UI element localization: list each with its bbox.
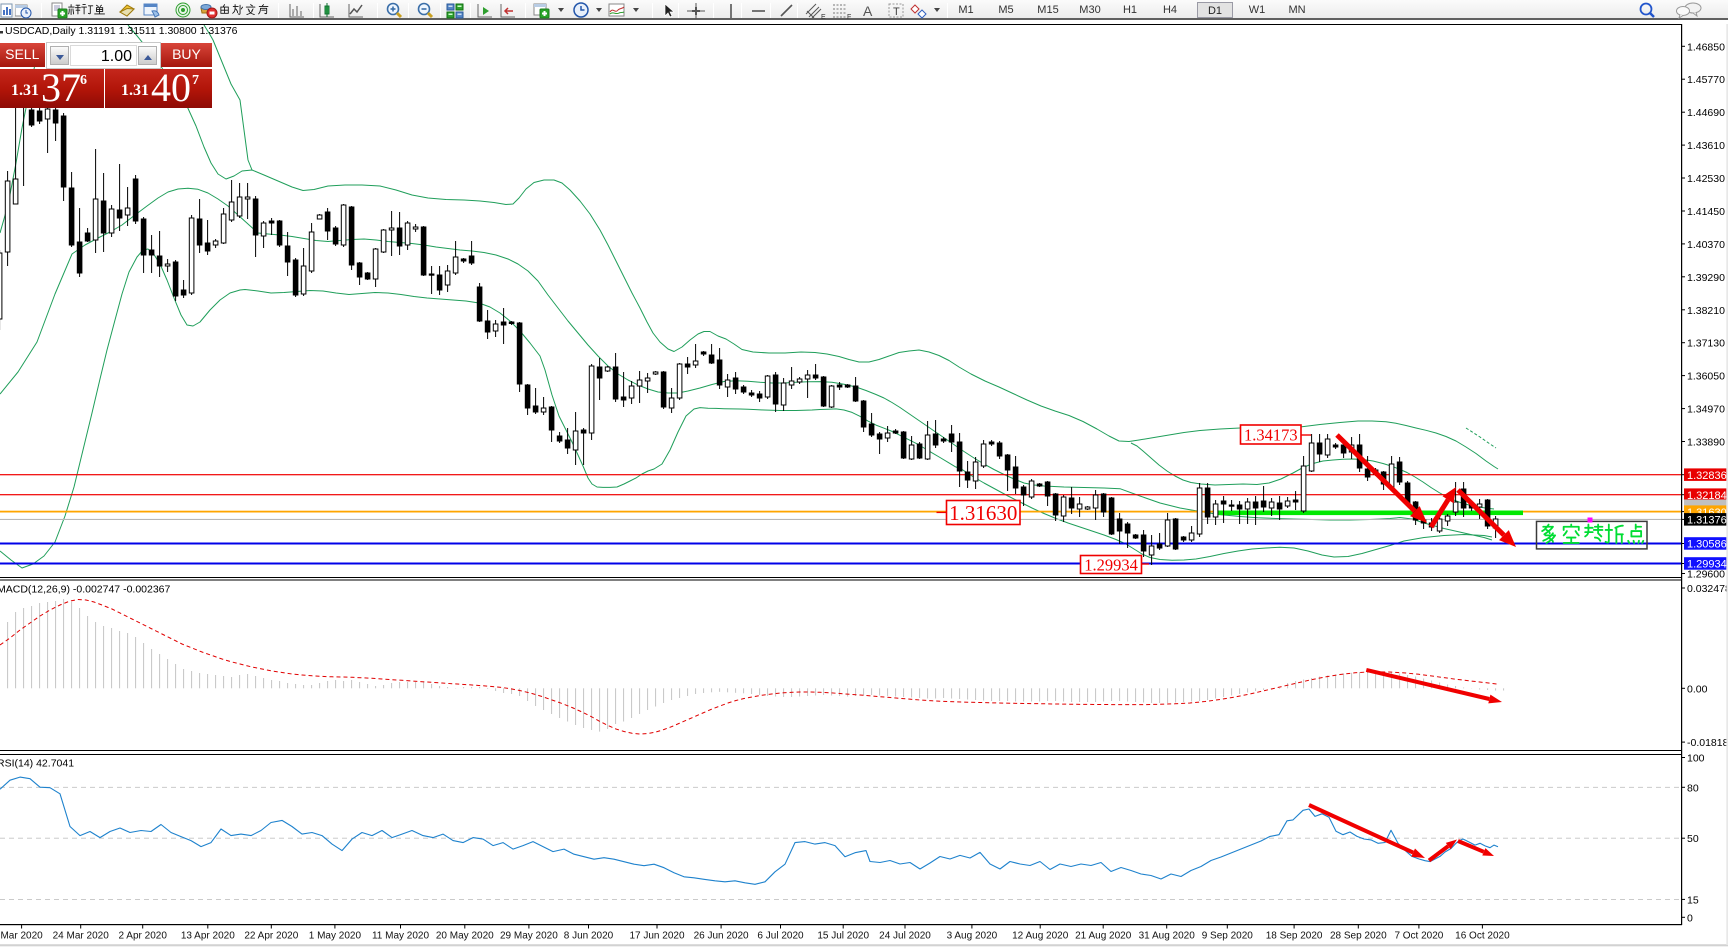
svg-text:1.29934: 1.29934 <box>1687 559 1727 571</box>
svg-text:18 Sep 2020: 18 Sep 2020 <box>1266 931 1323 942</box>
svg-text:9 Sep 2020: 9 Sep 2020 <box>1202 931 1254 942</box>
svg-text:16 Oct 2020: 16 Oct 2020 <box>1455 931 1510 942</box>
svg-text:2 Apr 2020: 2 Apr 2020 <box>119 931 168 942</box>
svg-text:0: 0 <box>1687 912 1693 924</box>
svg-text:1.30586: 1.30586 <box>1687 539 1727 551</box>
svg-text:1.31376: 1.31376 <box>1687 515 1727 527</box>
svg-text:28 Sep 2020: 28 Sep 2020 <box>1330 931 1387 942</box>
svg-text:1 May 2020: 1 May 2020 <box>309 931 362 942</box>
svg-text:1.45770: 1.45770 <box>1687 74 1725 86</box>
svg-text:80: 80 <box>1687 782 1699 794</box>
svg-text:26 Jun 2020: 26 Jun 2020 <box>694 931 749 942</box>
svg-text:13 Apr 2020: 13 Apr 2020 <box>181 931 235 942</box>
svg-text:1.40370: 1.40370 <box>1687 239 1725 251</box>
svg-text:100: 100 <box>1687 753 1705 765</box>
svg-text:1.46850: 1.46850 <box>1687 41 1725 53</box>
svg-text:24 Mar 2020: 24 Mar 2020 <box>53 931 110 942</box>
svg-text:T: T <box>893 6 900 18</box>
svg-text:3 Aug 2020: 3 Aug 2020 <box>947 931 998 942</box>
svg-text:1.34173: 1.34173 <box>1244 425 1298 444</box>
svg-text:MACD(12,26,9) -0.002747 -0.002: MACD(12,26,9) -0.002747 -0.002367 <box>0 584 171 596</box>
svg-text:0.032478: 0.032478 <box>1687 583 1728 595</box>
svg-text:-0.018182: -0.018182 <box>1687 737 1728 749</box>
svg-text:24 Jul 2020: 24 Jul 2020 <box>879 931 931 942</box>
svg-text:1.37130: 1.37130 <box>1687 338 1725 350</box>
svg-text:RSI(14) 42.7041: RSI(14) 42.7041 <box>0 758 74 770</box>
svg-text:29 May 2020: 29 May 2020 <box>500 931 558 942</box>
svg-text:1.43610: 1.43610 <box>1687 140 1725 152</box>
svg-text:1.38210: 1.38210 <box>1687 305 1725 317</box>
svg-text:1.44690: 1.44690 <box>1687 107 1725 119</box>
svg-text:1.34970: 1.34970 <box>1687 404 1725 416</box>
svg-text:F: F <box>847 14 851 20</box>
svg-text:Mar 2020: Mar 2020 <box>0 931 43 942</box>
svg-text:1.36050: 1.36050 <box>1687 371 1725 383</box>
svg-text:22 Apr 2020: 22 Apr 2020 <box>244 931 298 942</box>
svg-text:1.33890: 1.33890 <box>1687 437 1725 449</box>
svg-text:8 Jun 2020: 8 Jun 2020 <box>564 931 614 942</box>
svg-text:1.32184: 1.32184 <box>1687 490 1727 502</box>
svg-text:15: 15 <box>1687 894 1699 906</box>
svg-text:50: 50 <box>1687 833 1699 845</box>
svg-text:1.29600: 1.29600 <box>1687 569 1725 581</box>
svg-text:7 Oct 2020: 7 Oct 2020 <box>1394 931 1443 942</box>
svg-text:0.00: 0.00 <box>1687 683 1708 695</box>
svg-text:12 Aug 2020: 12 Aug 2020 <box>1012 931 1069 942</box>
svg-text:1.32836: 1.32836 <box>1687 470 1727 482</box>
svg-text:11 May 2020: 11 May 2020 <box>372 931 430 942</box>
svg-text:USDCAD,Daily 1.31191 1.31511: USDCAD,Daily 1.31191 1.31511 1.30800 1.3… <box>5 25 238 37</box>
svg-text:1.39290: 1.39290 <box>1687 272 1725 284</box>
svg-text:1.41450: 1.41450 <box>1687 206 1725 218</box>
svg-text:17 Jun 2020: 17 Jun 2020 <box>629 931 684 942</box>
svg-text:31 Aug 2020: 31 Aug 2020 <box>1139 931 1196 942</box>
svg-text:1.29934: 1.29934 <box>1084 555 1138 574</box>
svg-text:6 Jul 2020: 6 Jul 2020 <box>757 931 804 942</box>
svg-text:E: E <box>821 14 826 20</box>
svg-text:20 May 2020: 20 May 2020 <box>436 931 494 942</box>
svg-text:21 Aug 2020: 21 Aug 2020 <box>1075 931 1132 942</box>
svg-text:1.42530: 1.42530 <box>1687 173 1725 185</box>
svg-text:15 Jul 2020: 15 Jul 2020 <box>817 931 869 942</box>
svg-text:1.31630: 1.31630 <box>949 501 1017 525</box>
